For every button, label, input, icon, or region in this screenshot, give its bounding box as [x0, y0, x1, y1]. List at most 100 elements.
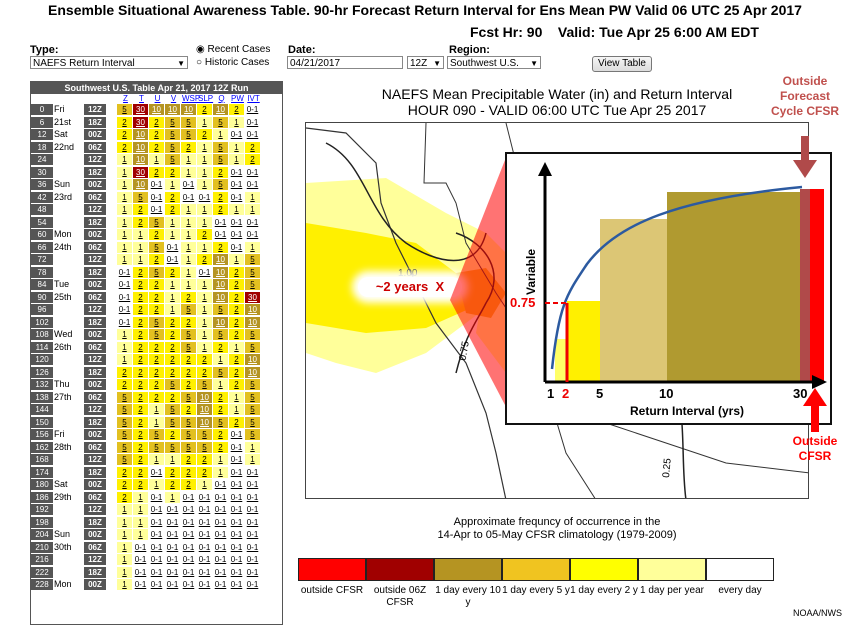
table-cell[interactable]: 0-1	[229, 541, 244, 553]
table-cell[interactable]: 1	[245, 454, 260, 465]
table-cell[interactable]: 10	[245, 366, 260, 378]
table-cell[interactable]: 10	[245, 316, 260, 328]
table-cell[interactable]: 2	[149, 341, 164, 353]
table-cell[interactable]: 2	[197, 354, 212, 365]
radio-historic-cases[interactable]: ○ Historic Cases	[196, 57, 269, 68]
table-cell[interactable]: 2	[213, 441, 228, 453]
table-cell[interactable]: 5	[213, 179, 228, 190]
table-cell[interactable]: 2	[165, 429, 180, 440]
table-cell[interactable]: 5	[245, 279, 260, 290]
table-cell[interactable]: 2	[149, 354, 164, 365]
table-cell[interactable]: 2	[181, 379, 196, 390]
table-cell[interactable]: 1	[149, 479, 164, 490]
table-cell[interactable]: 2	[133, 441, 148, 453]
table-cell[interactable]: 0-1	[245, 479, 260, 490]
date-input[interactable]: 04/21/2017	[287, 56, 403, 69]
table-cell[interactable]: 1	[197, 216, 212, 228]
table-cell[interactable]: 0-1	[245, 129, 260, 140]
table-cell[interactable]: 0-1	[181, 541, 196, 553]
table-cell[interactable]: 5	[165, 379, 180, 390]
table-cell[interactable]: 1	[181, 266, 196, 278]
table-cell[interactable]: 0-1	[165, 254, 180, 265]
table-cell[interactable]: 1	[181, 279, 196, 290]
table-cell[interactable]: 0-1	[229, 454, 244, 465]
table-cell[interactable]: 1	[181, 204, 196, 215]
table-cell[interactable]: 0-1	[245, 229, 260, 240]
table-cell[interactable]: 5	[117, 104, 132, 115]
table-cell[interactable]: 1	[197, 141, 212, 153]
table-cell[interactable]: 0-1	[149, 579, 164, 590]
table-cell[interactable]: 2	[117, 491, 132, 503]
table-cell[interactable]: 0-1	[181, 566, 196, 578]
table-cell[interactable]: 1	[245, 204, 260, 215]
table-cell[interactable]: 0-1	[229, 504, 244, 515]
table-cell[interactable]: 0-1	[213, 216, 228, 228]
table-cell[interactable]: 10	[197, 391, 212, 403]
column-header[interactable]: WSP	[182, 94, 201, 103]
table-cell[interactable]: 2	[181, 404, 196, 415]
table-cell[interactable]: 0-1	[245, 516, 260, 528]
table-cell[interactable]: 0-1	[229, 129, 244, 140]
table-cell[interactable]: 5	[213, 116, 228, 128]
table-cell[interactable]: 0-1	[197, 529, 212, 540]
table-cell[interactable]: 0-1	[213, 491, 228, 503]
column-header[interactable]: SLP	[198, 94, 214, 103]
table-cell[interactable]: 2	[133, 279, 148, 290]
column-header[interactable]: U	[154, 94, 161, 103]
table-cell[interactable]: 2	[213, 166, 228, 178]
table-cell[interactable]: 2	[229, 379, 244, 390]
table-cell[interactable]: 2	[149, 291, 164, 303]
table-cell[interactable]: 0-1	[117, 316, 132, 328]
table-cell[interactable]: 2	[181, 354, 196, 365]
table-cell[interactable]: 1	[245, 241, 260, 253]
table-cell[interactable]: 0-1	[213, 479, 228, 490]
table-cell[interactable]: 2	[165, 166, 180, 178]
table-cell[interactable]: 1	[149, 454, 164, 465]
table-cell[interactable]: 0-1	[181, 191, 196, 203]
table-cell[interactable]: 0-1	[117, 266, 132, 278]
table-cell[interactable]: 1	[197, 479, 212, 490]
table-cell[interactable]: 5	[165, 441, 180, 453]
column-header[interactable]: Z	[123, 94, 128, 103]
table-cell[interactable]: 0-1	[181, 554, 196, 565]
table-cell[interactable]: 5	[181, 441, 196, 453]
table-cell[interactable]: 0-1	[213, 554, 228, 565]
table-cell[interactable]: 2	[133, 354, 148, 365]
table-cell[interactable]: 0-1	[229, 466, 244, 478]
table-cell[interactable]: 0-1	[197, 516, 212, 528]
table-cell[interactable]: 0-1	[133, 579, 148, 590]
table-cell[interactable]: 2	[133, 404, 148, 415]
table-cell[interactable]: 2	[165, 191, 180, 203]
run-select[interactable]: 12Z ▼	[407, 56, 444, 69]
table-cell[interactable]: 1	[181, 216, 196, 228]
table-cell[interactable]: 2	[181, 366, 196, 378]
table-cell[interactable]: 0-1	[229, 216, 244, 228]
table-cell[interactable]: 1	[149, 154, 164, 165]
table-cell[interactable]: 5	[197, 379, 212, 390]
table-cell[interactable]: 1	[229, 116, 244, 128]
column-header[interactable]: T	[139, 94, 144, 103]
table-cell[interactable]: 0-1	[149, 179, 164, 190]
table-cell[interactable]: 2	[165, 204, 180, 215]
table-cell[interactable]: 0-1	[181, 179, 196, 190]
table-cell[interactable]: 2	[229, 279, 244, 290]
table-cell[interactable]: 2	[133, 204, 148, 215]
table-cell[interactable]: 0-1	[197, 566, 212, 578]
table-cell[interactable]: 1	[165, 279, 180, 290]
table-cell[interactable]: 0-1	[213, 566, 228, 578]
table-cell[interactable]: 2	[165, 341, 180, 353]
table-cell[interactable]: 0-1	[197, 541, 212, 553]
table-cell[interactable]: 2	[213, 341, 228, 353]
table-cell[interactable]: 5	[117, 441, 132, 453]
table-cell[interactable]: 5	[181, 329, 196, 340]
table-cell[interactable]: 2	[229, 266, 244, 278]
table-cell[interactable]: 1	[165, 304, 180, 315]
table-cell[interactable]: 2	[229, 304, 244, 315]
table-cell[interactable]: 5	[181, 116, 196, 128]
table-cell[interactable]: 1	[181, 254, 196, 265]
table-cell[interactable]: 0-1	[149, 466, 164, 478]
table-cell[interactable]: 1	[229, 154, 244, 165]
table-cell[interactable]: 0-1	[229, 191, 244, 203]
table-cell[interactable]: 0-1	[149, 541, 164, 553]
table-cell[interactable]: 1	[197, 241, 212, 253]
